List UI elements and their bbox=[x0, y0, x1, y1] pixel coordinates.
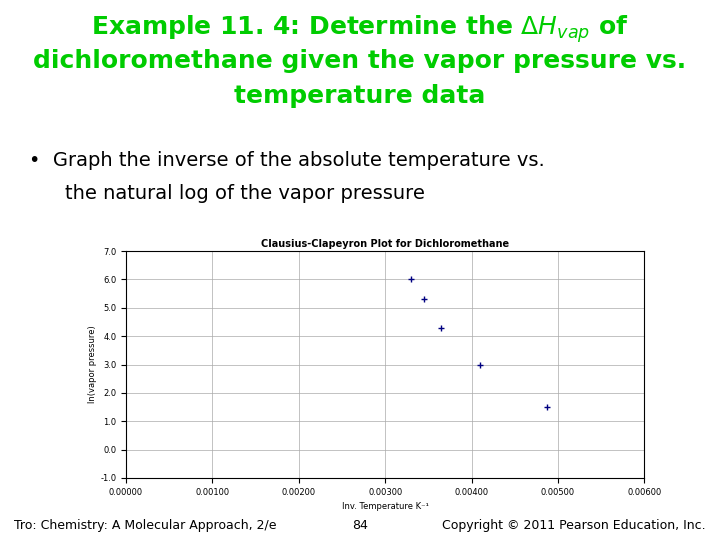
Text: dichloromethane given the vapor pressure vs.: dichloromethane given the vapor pressure… bbox=[33, 49, 687, 72]
X-axis label: Inv. Temperature K⁻¹: Inv. Temperature K⁻¹ bbox=[342, 502, 428, 511]
Title: Clausius-Clapeyron Plot for Dichloromethane: Clausius-Clapeyron Plot for Dichlorometh… bbox=[261, 239, 509, 249]
Text: Example 11. 4: Determine the $\Delta H_{vap}$ of: Example 11. 4: Determine the $\Delta H_{… bbox=[91, 14, 629, 45]
Text: •  Graph the inverse of the absolute temperature vs.: • Graph the inverse of the absolute temp… bbox=[29, 151, 544, 170]
Text: the natural log of the vapor pressure: the natural log of the vapor pressure bbox=[65, 184, 425, 202]
Text: temperature data: temperature data bbox=[234, 84, 486, 107]
Text: Copyright © 2011 Pearson Education, Inc.: Copyright © 2011 Pearson Education, Inc. bbox=[442, 519, 706, 532]
Y-axis label: ln(vapor pressure): ln(vapor pressure) bbox=[89, 326, 97, 403]
Text: 84: 84 bbox=[352, 519, 368, 532]
Text: Tro: Chemistry: A Molecular Approach, 2/e: Tro: Chemistry: A Molecular Approach, 2/… bbox=[14, 519, 277, 532]
